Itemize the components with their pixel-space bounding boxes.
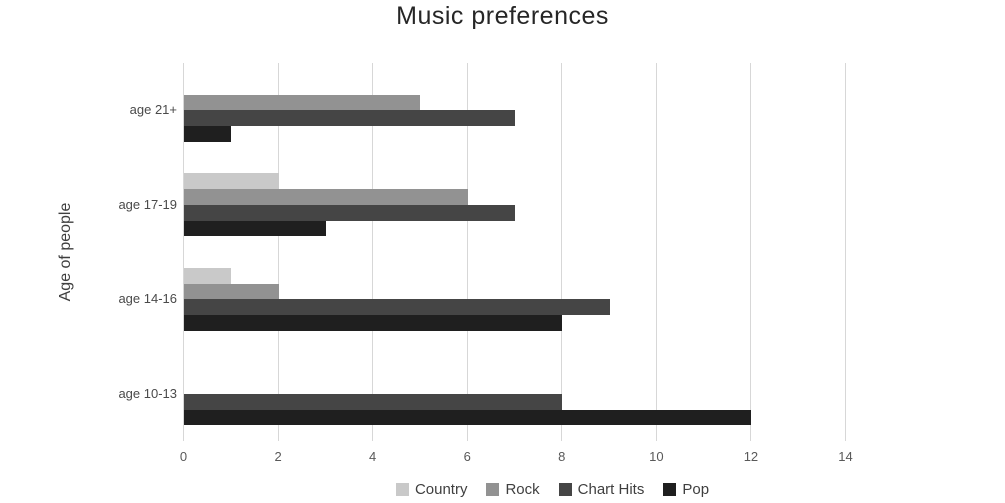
gridline [750, 63, 752, 441]
y-category-label-age-14-16: age 14-16 [118, 291, 177, 307]
x-tick-label: 14 [838, 449, 853, 464]
bar-pop-age-21 [184, 126, 232, 142]
legend-item-chart-hits: Chart Hits [558, 480, 645, 498]
y-category-label-age-17-19: age 17-19 [118, 196, 177, 212]
legend: Country Rock Chart Hits Pop [100, 478, 1005, 500]
gridline [466, 63, 468, 441]
bar-country-age-17-19 [184, 173, 279, 189]
x-tick-label: 2 [274, 449, 282, 464]
bar-chart-hits-age-10-13 [184, 393, 563, 410]
bar-rock-age-14-16 [184, 283, 279, 300]
legend-label-pop: Pop [682, 480, 710, 498]
gridline [277, 63, 279, 441]
x-tick-label: 8 [558, 449, 566, 464]
bar-pop-age-10-13 [184, 409, 752, 426]
bar-rock-age-21 [184, 94, 421, 111]
legend-label-country: Country [414, 480, 468, 498]
bar-country-age-14-16 [184, 267, 232, 284]
x-tick-label: 4 [369, 449, 377, 464]
legend-label-chart-hits: Chart Hits [577, 480, 645, 498]
gridline [845, 63, 846, 441]
bar-chart-hits-age-21 [184, 110, 515, 126]
bar-pop-age-14-16 [184, 315, 563, 331]
x-tick-label: 10 [649, 449, 664, 464]
gridline [561, 63, 563, 441]
chart-title: Music preferences [396, 2, 609, 30]
x-tick-label: 6 [463, 449, 471, 464]
x-tick-label: 12 [743, 449, 759, 464]
legend-swatch-country [395, 482, 409, 496]
y-axis-title: Age of people [57, 202, 74, 302]
legend-item-rock: Rock [486, 480, 540, 498]
gridline [372, 63, 374, 441]
legend-swatch-chart-hits [558, 482, 572, 496]
gridline [655, 63, 657, 441]
bar-pop-age-17-19 [184, 220, 326, 237]
x-tick-label: 0 [179, 449, 188, 464]
legend-label-rock: Rock [505, 480, 540, 498]
legend-swatch-rock [486, 482, 500, 496]
bar-chart-hits-age-17-19 [184, 204, 515, 221]
bar-rock-age-17-19 [184, 189, 468, 205]
y-category-label-age-21: age 21+ [129, 102, 177, 118]
legend-item-country: Country [395, 480, 468, 498]
legend-item-pop: Pop [663, 481, 709, 498]
y-category-label-age-10-13: age 10-13 [118, 385, 177, 401]
bar-chart-hits-age-14-16 [184, 299, 610, 315]
gridline [183, 63, 184, 441]
legend-swatch-pop [663, 482, 677, 496]
